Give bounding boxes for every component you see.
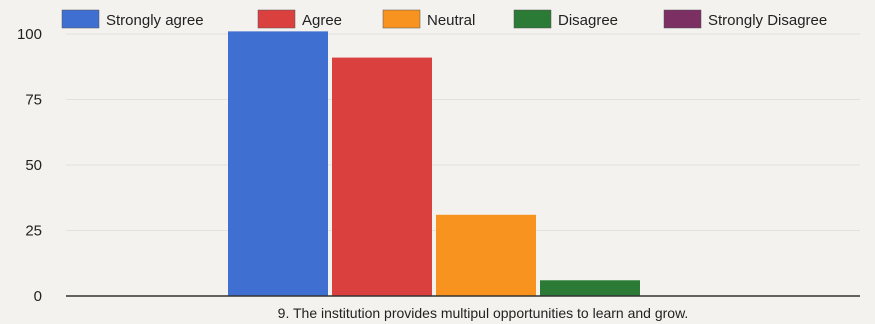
bar-agree (332, 57, 432, 296)
grid-lines (66, 33, 860, 231)
legend-swatch (382, 9, 421, 29)
bar-disagree (540, 280, 640, 296)
legend: Strongly agree Agree Neutral Disagree Strong… (61, 9, 827, 29)
legend-swatch (513, 9, 552, 29)
legend-label: Strongly agree (106, 12, 204, 29)
y-tick-label: 50 (25, 157, 42, 174)
bar-neutral (436, 214, 536, 296)
bar-strongly-agree (228, 31, 328, 296)
legend-label: Disagree (558, 12, 618, 29)
category-label: 9. The institution provides multipul opp… (278, 305, 689, 321)
y-axis-ticks: 0 25 50 75 100 (17, 26, 42, 305)
y-tick-label: 100 (17, 26, 42, 43)
legend-label: Neutral (427, 12, 475, 29)
bars (228, 31, 640, 296)
legend-swatch (663, 9, 702, 29)
legend-label: Agree (302, 12, 342, 29)
y-tick-label: 75 (25, 92, 42, 109)
legend-swatch (61, 9, 100, 29)
y-tick-label: 25 (25, 223, 42, 240)
y-tick-label: 0 (34, 288, 42, 305)
legend-label: Strongly Disagree (708, 12, 827, 29)
legend-swatch (257, 9, 296, 29)
